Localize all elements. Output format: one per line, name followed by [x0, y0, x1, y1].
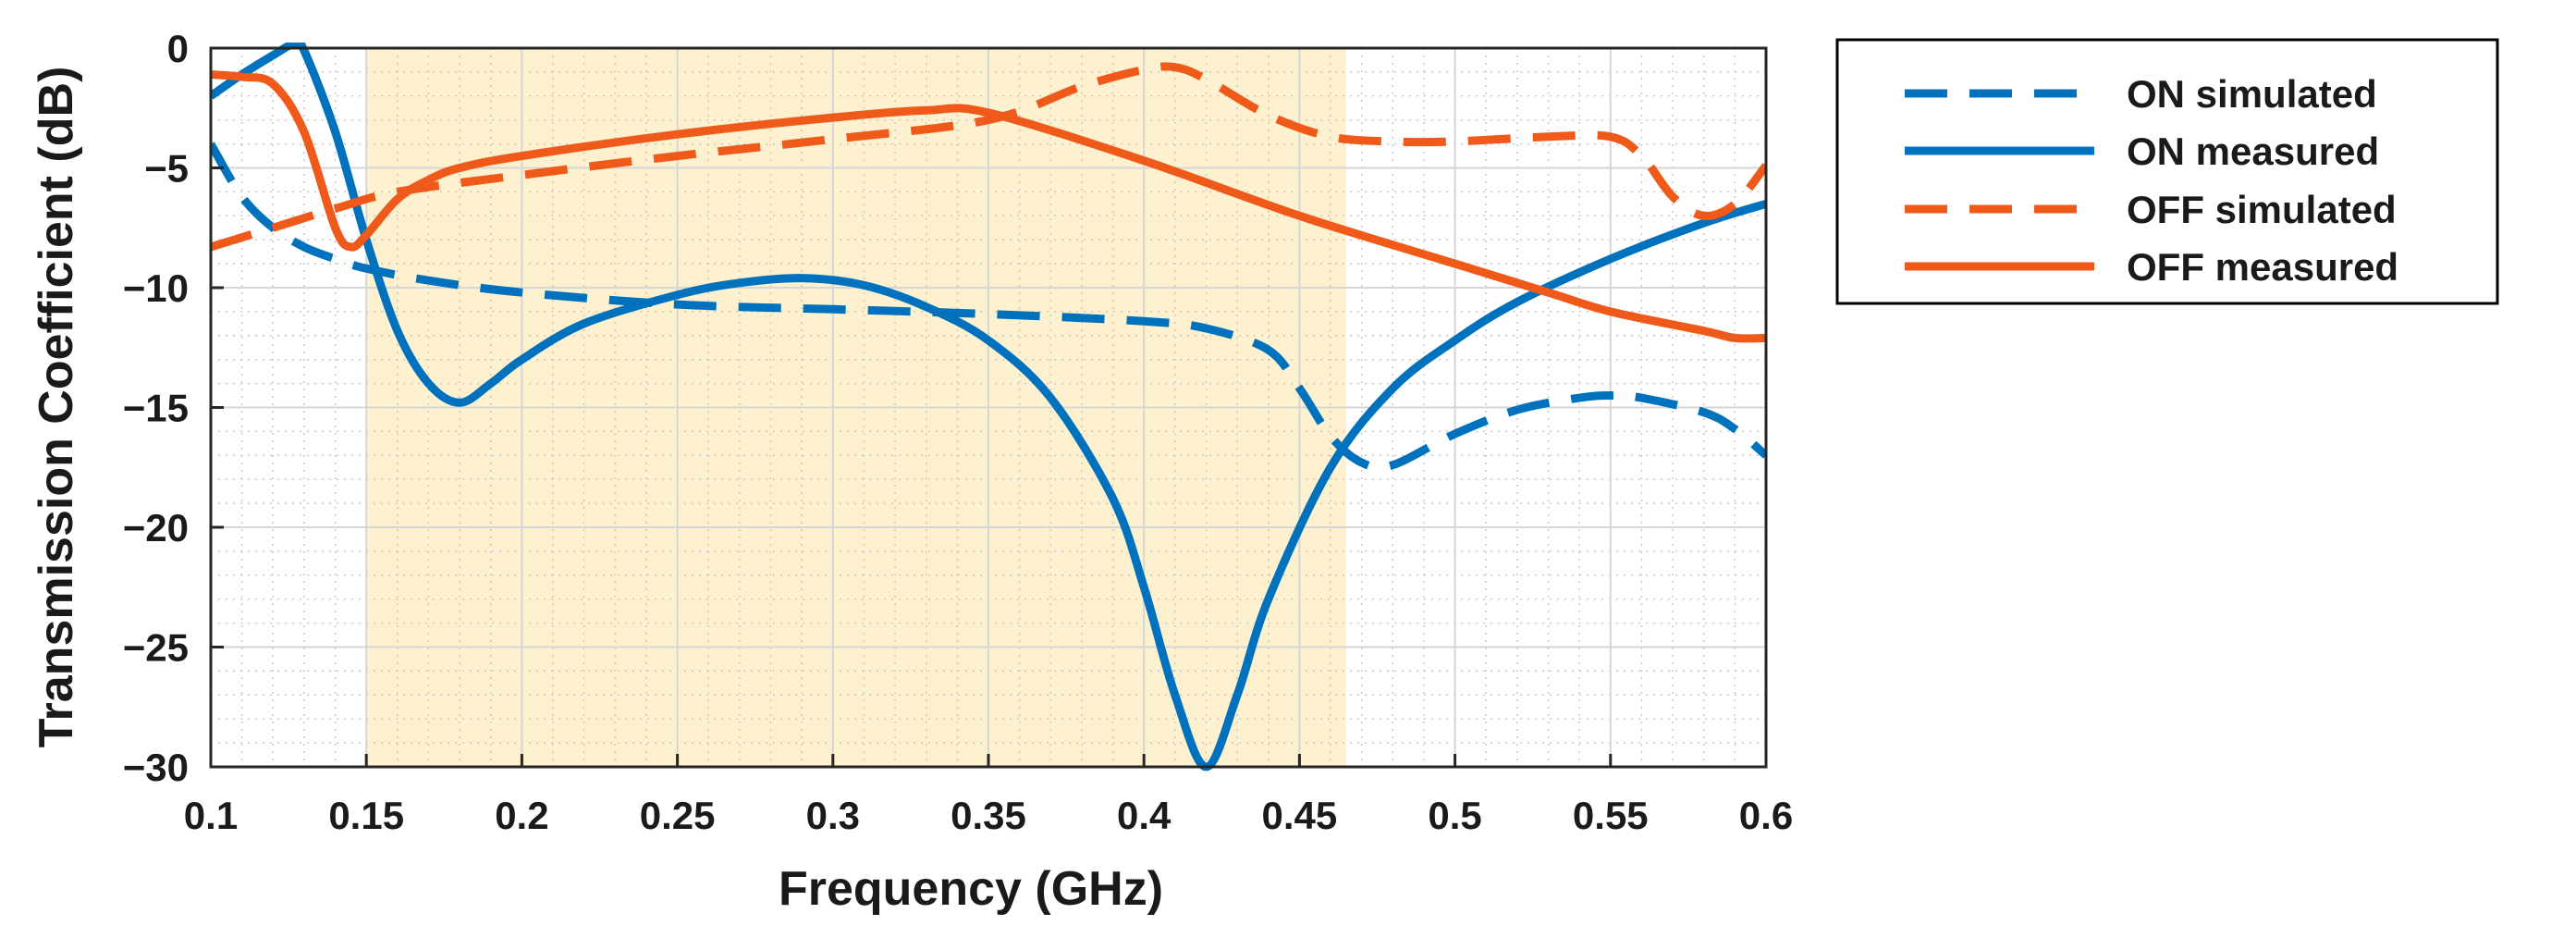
x-tick-label: 0.15 [328, 794, 404, 837]
legend-label-off-measured: OFF measured [2127, 245, 2398, 289]
series-layer [211, 43, 1766, 771]
x-tick-label: 0.3 [806, 794, 860, 837]
series-group [211, 43, 1766, 771]
x-tick-label: 0.1 [184, 794, 238, 837]
x-tick-label: 0.2 [495, 794, 548, 837]
x-axis-ticks: 0.1 0.15 0.2 0.25 0.3 0.35 0.4 0.45 0.5 0.55 0.6 [184, 754, 1793, 837]
series-line-on-simulated [211, 142, 1766, 472]
x-tick-label: 0.55 [1573, 794, 1649, 837]
x-tick-label: 0.45 [1262, 794, 1338, 837]
x-tick-label: 0.25 [640, 794, 716, 837]
legend-box [1835, 38, 2499, 305]
y-tick-label: −5 [144, 147, 189, 191]
y-tick-label: −30 [123, 746, 189, 789]
y-axis-ticks: 0 −5 −10 −15 −20 −25 −30 [123, 27, 224, 789]
x-tick-label: 0.5 [1428, 794, 1481, 837]
series-line-off-simulated [211, 62, 1766, 252]
legend-label-off-simulated: OFF simulated [2127, 188, 2397, 231]
legend-label-on-measured: ON measured [2127, 130, 2379, 173]
y-tick-label: −25 [123, 626, 189, 670]
series-line-off-measured [211, 70, 1766, 343]
x-tick-label: 0.4 [1117, 794, 1171, 837]
legend: ON simulated ON measured OFF simulated O… [1835, 38, 2499, 305]
x-tick-label: 0.6 [1739, 794, 1793, 837]
plot-area [209, 43, 1768, 771]
series-line-on-measured [211, 43, 1766, 771]
x-axis-title: Frequency (GHz) [779, 862, 1163, 916]
y-tick-label: −20 [123, 506, 189, 549]
y-tick-label: 0 [167, 27, 189, 70]
x-tick-label: 0.35 [951, 794, 1026, 837]
y-tick-label: −15 [123, 387, 189, 430]
legend-label-on-simulated: ON simulated [2127, 72, 2377, 116]
y-tick-label: −10 [123, 266, 189, 310]
y-axis-title: Transmission Coefficient (dB) [30, 67, 83, 748]
